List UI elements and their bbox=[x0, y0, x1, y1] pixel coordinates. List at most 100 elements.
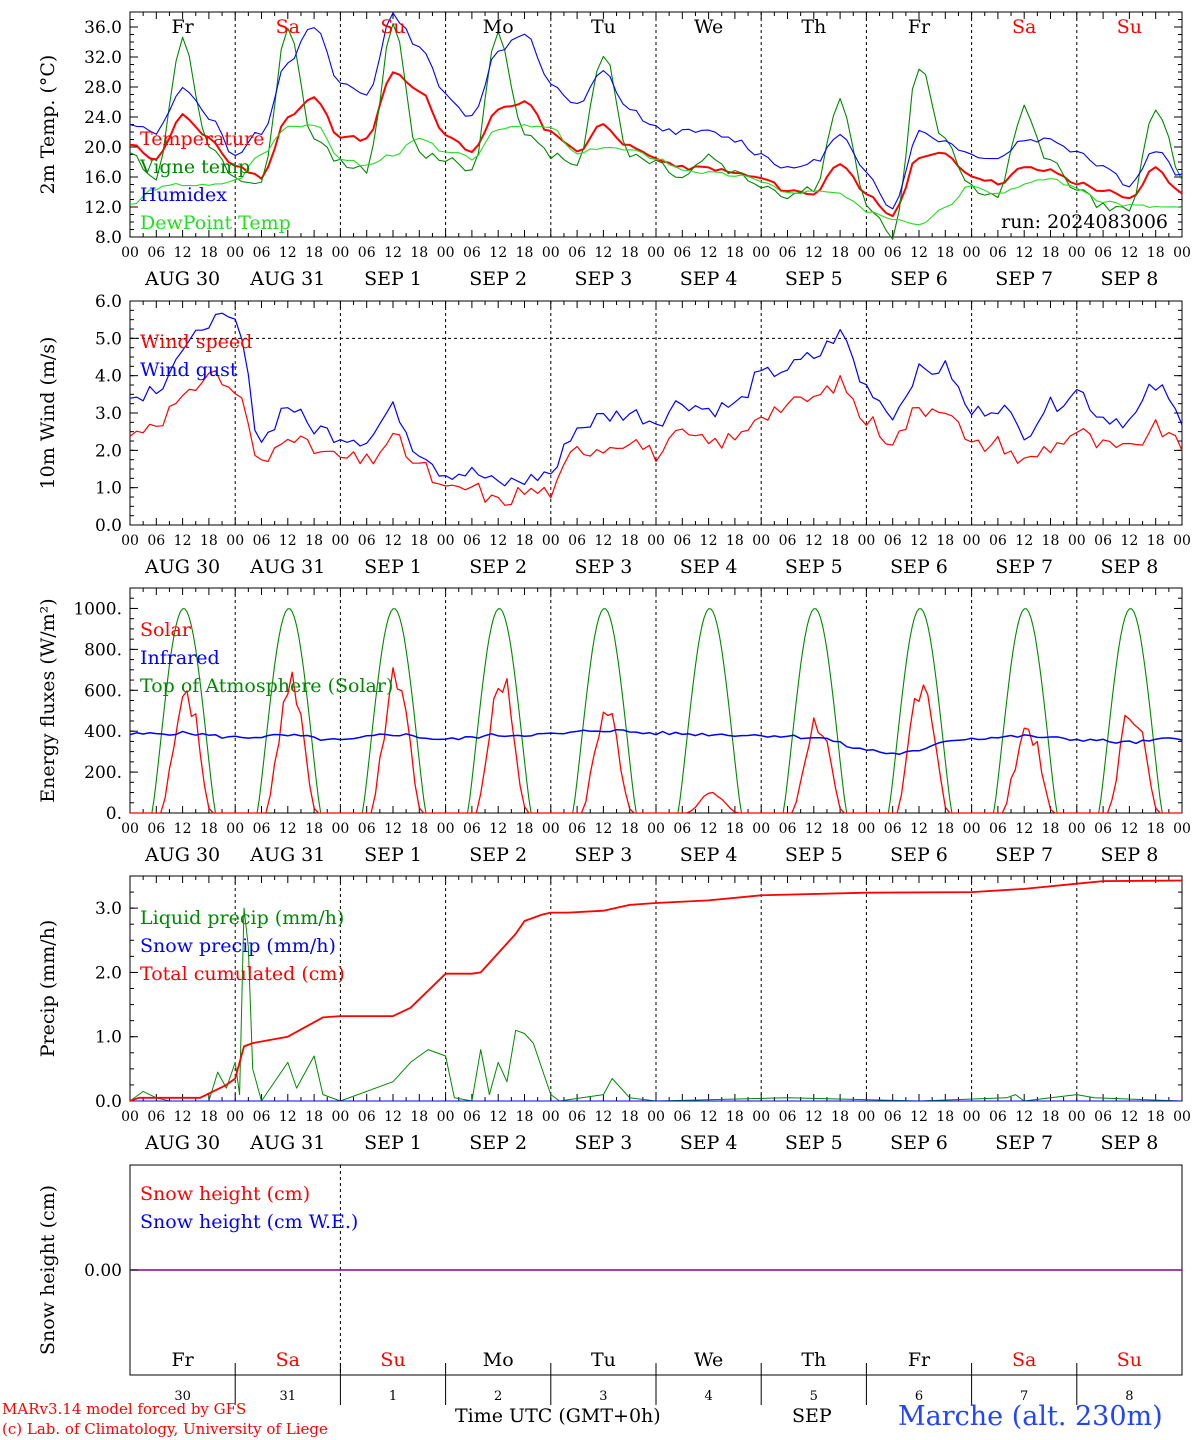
hour-tick-label: 00 bbox=[121, 1109, 139, 1125]
hour-tick-label: 18 bbox=[831, 1109, 849, 1125]
month-label: SEP bbox=[792, 1405, 832, 1427]
hour-tick-label: 00 bbox=[752, 533, 770, 549]
hour-tick-label: 18 bbox=[936, 533, 954, 549]
legend-entry: Humidex bbox=[140, 184, 227, 206]
hour-tick-label: 12 bbox=[384, 1109, 402, 1125]
hour-tick-label: 12 bbox=[1015, 1109, 1033, 1125]
hour-tick-label: 00 bbox=[542, 533, 560, 549]
date-label: SEP 2 bbox=[469, 556, 527, 578]
hour-tick-label: 12 bbox=[910, 1109, 928, 1125]
hour-tick-label: 00 bbox=[542, 245, 560, 261]
hour-tick-label: 18 bbox=[410, 821, 428, 837]
hour-tick-label: 18 bbox=[1147, 533, 1165, 549]
hour-tick-label: 12 bbox=[910, 533, 928, 549]
hour-tick-label: 06 bbox=[253, 1109, 271, 1125]
hour-tick-label: 06 bbox=[463, 533, 481, 549]
series-line bbox=[129, 907, 1183, 1102]
day-number-label: 30 bbox=[174, 1389, 191, 1404]
hour-tick-label: 12 bbox=[805, 1109, 823, 1125]
weekday-label: Su bbox=[1117, 1349, 1142, 1371]
hour-tick-label: 06 bbox=[1094, 1109, 1112, 1125]
hour-tick-label: 12 bbox=[279, 533, 297, 549]
hour-tick-label: 06 bbox=[779, 533, 797, 549]
hour-tick-label: 06 bbox=[884, 1109, 902, 1125]
y-axis-label: Precip (mm/h) bbox=[37, 920, 59, 1058]
hour-tick-label: 06 bbox=[989, 245, 1007, 261]
hour-tick-label: 06 bbox=[989, 1109, 1007, 1125]
hour-tick-label: 18 bbox=[1147, 1109, 1165, 1125]
series-line bbox=[129, 12, 1183, 210]
date-label: AUG 31 bbox=[249, 1132, 325, 1154]
hour-tick-label: 18 bbox=[621, 821, 639, 837]
date-label: SEP 8 bbox=[1100, 1132, 1158, 1154]
y-tick-label: 28.0 bbox=[84, 78, 122, 98]
hour-tick-label: 12 bbox=[174, 1109, 192, 1125]
weekday-label: Fr bbox=[908, 16, 931, 38]
hour-tick-label: 00 bbox=[1068, 1109, 1086, 1125]
hour-tick-label: 18 bbox=[200, 245, 218, 261]
hour-tick-label: 12 bbox=[384, 533, 402, 549]
hour-tick-label: 18 bbox=[936, 821, 954, 837]
date-label: SEP 4 bbox=[680, 268, 738, 290]
weekday-label: We bbox=[694, 16, 723, 38]
hour-tick-label: 06 bbox=[253, 821, 271, 837]
hour-tick-label: 06 bbox=[358, 245, 376, 261]
series-line bbox=[129, 312, 1183, 487]
hour-tick-label: 18 bbox=[305, 533, 323, 549]
hour-tick-label: 06 bbox=[1094, 821, 1112, 837]
hour-tick-label: 00 bbox=[331, 821, 349, 837]
hour-tick-label: 18 bbox=[621, 1109, 639, 1125]
hour-tick-label: 18 bbox=[936, 245, 954, 261]
weekday-label: Sa bbox=[276, 16, 300, 38]
hour-tick-label: 06 bbox=[253, 533, 271, 549]
hour-tick-label: 06 bbox=[673, 821, 691, 837]
hour-tick-label: 12 bbox=[700, 245, 718, 261]
hour-tick-label: 06 bbox=[989, 821, 1007, 837]
hour-tick-label: 18 bbox=[305, 245, 323, 261]
hour-tick-label: 12 bbox=[594, 245, 612, 261]
y-tick-label: 32.0 bbox=[84, 48, 122, 68]
legend-entry: Snow height (cm W.E.) bbox=[140, 1211, 358, 1233]
hour-tick-label: 06 bbox=[884, 245, 902, 261]
hour-tick-label: 06 bbox=[779, 1109, 797, 1125]
weekday-label: Fr bbox=[171, 1349, 194, 1371]
time-axis-label: Time UTC (GMT+0h) bbox=[455, 1405, 661, 1427]
date-label: AUG 31 bbox=[249, 556, 325, 578]
hour-tick-label: 06 bbox=[568, 821, 586, 837]
date-label: SEP 7 bbox=[995, 844, 1053, 866]
legend-entry: Wind gust bbox=[140, 359, 238, 381]
hour-tick-label: 18 bbox=[936, 1109, 954, 1125]
y-axis-label: 2m Temp. (°C) bbox=[37, 55, 59, 195]
hour-tick-label: 18 bbox=[410, 1109, 428, 1125]
hour-tick-label: 06 bbox=[1094, 533, 1112, 549]
hour-tick-label: 00 bbox=[1068, 245, 1086, 261]
hour-tick-label: 00 bbox=[963, 533, 981, 549]
hour-tick-label: 12 bbox=[1015, 821, 1033, 837]
hour-tick-label: 12 bbox=[489, 245, 507, 261]
date-label: SEP 7 bbox=[995, 1132, 1053, 1154]
hour-tick-label: 12 bbox=[1120, 1109, 1138, 1125]
y-tick-label: 36.0 bbox=[84, 18, 122, 38]
date-label: SEP 2 bbox=[469, 1132, 527, 1154]
y-tick-label: 1.0 bbox=[95, 1028, 122, 1048]
y-tick-label: 2.0 bbox=[95, 963, 122, 983]
hour-tick-label: 12 bbox=[910, 821, 928, 837]
legend-entry: Liquid precip (mm/h) bbox=[140, 907, 344, 929]
hour-tick-label: 18 bbox=[726, 533, 744, 549]
legend-entry: Temperature bbox=[140, 128, 264, 150]
hour-tick-label: 06 bbox=[568, 1109, 586, 1125]
date-label: SEP 6 bbox=[890, 268, 948, 290]
date-label: SEP 3 bbox=[574, 844, 632, 866]
hour-tick-label: 12 bbox=[910, 245, 928, 261]
hour-tick-label: 00 bbox=[752, 245, 770, 261]
date-label: SEP 3 bbox=[574, 556, 632, 578]
day-number-label: 3 bbox=[599, 1389, 607, 1404]
date-label: AUG 30 bbox=[144, 1132, 220, 1154]
series-line bbox=[129, 728, 1183, 756]
date-label: SEP 6 bbox=[890, 556, 948, 578]
hour-tick-label: 00 bbox=[437, 533, 455, 549]
hour-tick-label: 00 bbox=[331, 533, 349, 549]
hour-tick-label: 00 bbox=[226, 821, 244, 837]
weekday-label: Sa bbox=[276, 1349, 300, 1371]
date-label: SEP 1 bbox=[364, 268, 422, 290]
